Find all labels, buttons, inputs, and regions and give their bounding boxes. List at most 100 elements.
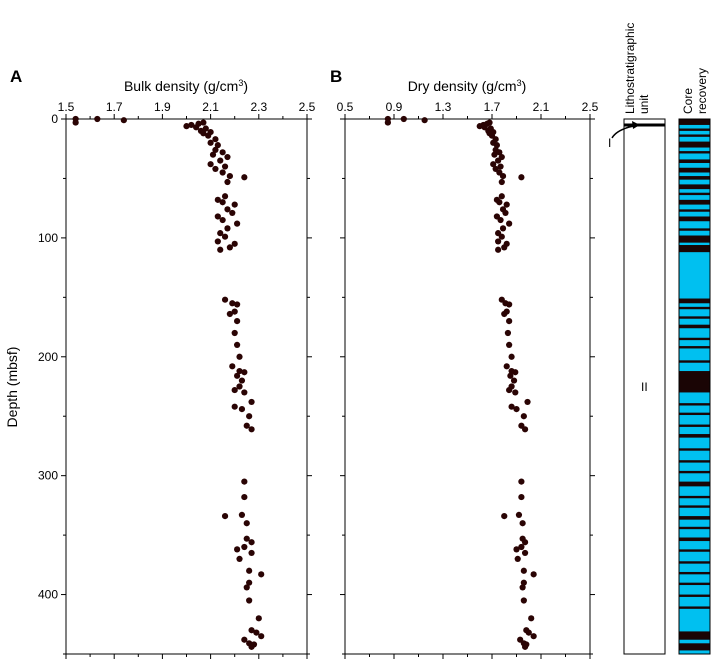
panel-a-data-point	[224, 153, 231, 161]
unit-ii-label: II	[641, 380, 648, 394]
recovered-interval	[679, 460, 710, 463]
panel-b-data-point	[512, 389, 519, 396]
recovered-interval	[679, 516, 710, 520]
recovered-interval	[679, 526, 710, 530]
panel-b-data-point	[510, 377, 518, 384]
panel-a-data-point	[243, 520, 250, 527]
panel-a-data-point	[188, 121, 195, 129]
panel-a-data-point	[234, 546, 241, 553]
panel-a-data-point	[231, 386, 238, 394]
recovered-interval	[679, 324, 710, 329]
panel-a-data-point	[219, 169, 226, 176]
panel-a-data-point	[234, 341, 241, 348]
panel-b-data-point	[513, 546, 520, 553]
panel-a-data-point	[221, 163, 229, 170]
panel-a-data-point	[224, 206, 231, 213]
panel-b-data-point	[501, 512, 508, 520]
recovered-interval	[679, 176, 710, 180]
panel-b-data-point	[530, 633, 537, 640]
recovered-interval	[679, 192, 710, 196]
panel-b-data-point	[521, 549, 529, 557]
panel-b-data-point	[518, 478, 525, 485]
panel-b-data-point	[490, 128, 497, 136]
panel-a-data-point	[229, 363, 236, 370]
recovered-interval	[679, 360, 710, 363]
panel-a-data-point	[226, 244, 233, 251]
panel-a-label: A	[10, 67, 22, 86]
recovery-intervals	[679, 119, 710, 651]
panel-b-x-tick-label: 1.3	[435, 100, 452, 114]
recovered-interval	[679, 119, 710, 125]
recovered-interval	[679, 245, 710, 253]
panel-a-data-point	[183, 123, 190, 130]
recovered-interval	[679, 337, 710, 341]
panel-b-x-tick-label: 0.5	[337, 100, 354, 114]
panel-a-data-point	[248, 627, 255, 634]
panel-a-data-point	[221, 512, 229, 520]
panel-a-data-point	[258, 633, 265, 640]
panel-a-data-point	[243, 535, 250, 542]
panel-a-data-point	[224, 178, 231, 186]
panel-b-y-axis	[340, 118, 595, 655]
recovered-interval	[679, 216, 710, 222]
recovered-interval	[679, 549, 710, 552]
unit-i-label: I	[608, 136, 611, 150]
panel-b-data-point	[503, 363, 510, 370]
panel-b-data-point	[384, 119, 391, 126]
panel-b-points	[384, 115, 537, 650]
panel-a-data-point	[212, 165, 219, 173]
panel-a-data-point	[243, 584, 250, 591]
panel-b-data-point	[498, 178, 505, 186]
panel-a-y-axis: 0 100 200 300 400	[38, 112, 312, 655]
panel-b-data-point	[506, 386, 513, 394]
panel-a-x-tick-label: 2.3	[250, 100, 267, 114]
panel-b-data-point	[498, 233, 505, 240]
panel-b-data-point	[495, 246, 502, 253]
recovered-interval	[679, 434, 710, 438]
panel-a-data-point	[217, 157, 224, 164]
panel-b-data-point	[504, 329, 512, 337]
panel-a-data-point	[221, 193, 229, 200]
litho-column: Lithostratigraphic unit I II	[608, 23, 666, 655]
panel-a-data-point	[212, 136, 219, 143]
recovered-interval	[679, 631, 710, 640]
recovery-header-line2: recovery	[695, 68, 709, 114]
panel-a: A Bulk density (g/cm3) 1.5 1.7 1.9 2.1 2.3 2.…	[10, 67, 316, 659]
panel-b-data-point	[497, 163, 504, 170]
panel-a-data-point	[229, 300, 236, 307]
recovery-column-frame	[678, 118, 711, 655]
panel-b-data-point	[491, 151, 498, 158]
panel-a-data-point	[241, 174, 248, 181]
panel-a-data-point	[212, 146, 219, 154]
panel-a-data-point	[200, 130, 207, 137]
panel-b-data-point	[501, 310, 508, 318]
recovered-interval	[679, 594, 710, 597]
recovered-interval	[679, 448, 710, 451]
panel-b-data-point	[520, 579, 527, 586]
panel-b-data-point	[518, 174, 525, 181]
panel-b: B Dry density (g/cm3) 0.5 0.9 1.3 1.7 2.1 2.5	[330, 67, 599, 659]
litho-header-line2: unit	[637, 94, 651, 114]
panel-a-data-point	[224, 225, 231, 232]
panel-b-data-point	[493, 142, 500, 149]
recovered-interval	[679, 371, 710, 393]
recovered-interval	[679, 561, 710, 564]
panel-a-plot-frame	[65, 118, 308, 655]
panel-a-data-point	[241, 389, 248, 396]
panel-a-data-point	[94, 115, 101, 123]
recovered-interval	[679, 298, 710, 304]
recovered-interval	[679, 606, 710, 609]
y-tick-label: 200	[38, 350, 58, 364]
panel-b-data-point	[514, 555, 521, 562]
panel-b-data-point	[520, 597, 527, 604]
panel-b-data-point	[496, 149, 503, 156]
panel-b-data-point	[508, 403, 515, 410]
panel-b-data-point	[506, 220, 513, 227]
panel-b-data-point	[503, 201, 510, 208]
panel-b-data-point	[513, 405, 520, 413]
panel-b-data-point	[421, 117, 428, 124]
litho-header-line1: Lithostratigraphic	[623, 23, 637, 114]
panel-a-data-point	[258, 571, 265, 578]
panel-b-data-point	[515, 511, 523, 518]
panel-a-data-point	[231, 403, 238, 410]
